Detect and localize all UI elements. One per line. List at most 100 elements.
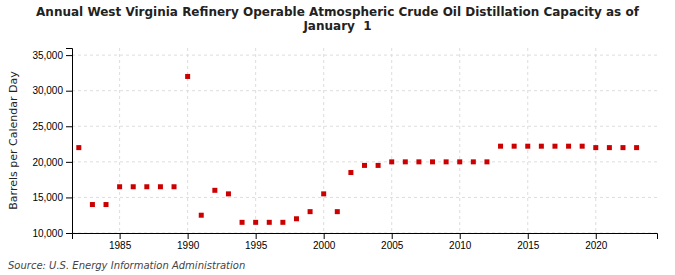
x-tick-mark — [256, 233, 257, 239]
plot-area: 1985 1990 1995 2000 2005 2010 2015 2020 10,000 15… — [32, 48, 657, 251]
y-tick-label: 20,000 — [32, 157, 63, 168]
point — [607, 145, 612, 150]
y-tick: 10,000 — [32, 228, 72, 239]
y-tick-mark — [66, 91, 72, 92]
x-tick-mark — [596, 233, 597, 239]
x-axis-line — [73, 234, 658, 240]
y-tick: 30,000 — [32, 85, 72, 96]
x-tick-mark — [188, 233, 189, 239]
point — [348, 170, 353, 175]
chart-container: Annual West Virginia Refinery Operable A… — [0, 0, 675, 275]
grid-line-x — [119, 48, 120, 233]
y-tick-label: 10,000 — [32, 228, 63, 239]
grid-line-x — [391, 48, 392, 233]
point — [321, 191, 326, 196]
point — [566, 144, 571, 149]
point — [362, 163, 367, 168]
point — [512, 144, 517, 149]
y-axis: 10,000 15,000 20,000 25,000 30,000 35,000 — [32, 49, 72, 239]
grid-line-x — [595, 48, 596, 233]
point — [158, 184, 163, 189]
point — [308, 209, 313, 214]
x-tick: 1990 — [177, 233, 200, 251]
point — [403, 159, 408, 164]
x-axis: 1985 1990 1995 2000 2005 2010 2015 2020 — [73, 233, 658, 251]
grid-line-y — [72, 197, 657, 198]
point — [185, 74, 190, 79]
point — [104, 202, 109, 207]
x-tick-mark — [528, 233, 529, 239]
point — [389, 159, 394, 164]
point — [593, 145, 598, 150]
y-tick-label: 25,000 — [32, 121, 63, 132]
y-tick-mark — [66, 55, 72, 56]
grid-line-x — [255, 48, 256, 233]
x-tick: 2020 — [585, 233, 608, 251]
x-tick-label: 2005 — [381, 240, 404, 251]
x-tick: 2005 — [381, 233, 404, 251]
point — [620, 145, 625, 150]
point — [580, 144, 585, 149]
x-tick: 2000 — [313, 233, 336, 251]
y-tick-mark — [66, 233, 72, 234]
x-tick-label: 2020 — [585, 240, 608, 251]
x-tick-mark — [460, 233, 461, 239]
y-tick-label: 30,000 — [32, 85, 63, 96]
point — [226, 191, 231, 196]
x-tick: 1985 — [109, 233, 132, 251]
point — [430, 159, 435, 164]
x-tick-mark — [120, 233, 121, 239]
y-tick: 15,000 — [32, 192, 72, 203]
point — [484, 159, 489, 164]
y-tick-label: 15,000 — [32, 192, 63, 203]
point — [634, 145, 639, 150]
point — [552, 144, 557, 149]
point — [144, 184, 149, 189]
y-tick: 35,000 — [32, 50, 72, 61]
point — [117, 184, 122, 189]
x-tick-mark — [392, 233, 393, 239]
title: Annual West Virginia Refinery Operable A… — [36, 5, 640, 33]
x-tick-label: 1995 — [245, 240, 268, 251]
grid-line-y — [72, 55, 657, 56]
point — [90, 202, 95, 207]
grid-line-x — [527, 48, 528, 233]
x-tick-label: 2015 — [517, 240, 540, 251]
point — [267, 220, 272, 225]
point — [199, 213, 204, 218]
point — [376, 163, 381, 168]
point — [416, 159, 421, 164]
point — [212, 188, 217, 193]
x-tick: 1995 — [245, 233, 268, 251]
x-tick: 2015 — [517, 233, 540, 251]
x-tick-label: 2000 — [313, 240, 336, 251]
point — [335, 209, 340, 214]
grid-line-y — [72, 161, 657, 162]
point — [471, 159, 476, 164]
points — [76, 74, 639, 225]
grid-line-x — [323, 48, 324, 233]
x-tick-label: 2010 — [449, 240, 472, 251]
x-tick-label: 1985 — [109, 240, 132, 251]
y-tick-mark — [66, 126, 72, 127]
y-tick-label: 35,000 — [32, 50, 63, 61]
grid-line-x — [459, 48, 460, 233]
grid-line-y — [72, 126, 657, 127]
y-axis-title: Barrels per Calendar Day — [7, 71, 20, 210]
point — [280, 220, 285, 225]
grid-line-y — [72, 90, 657, 91]
point — [444, 159, 449, 164]
y-axis-line — [66, 49, 73, 234]
y-tick-mark — [66, 197, 72, 198]
x-tick: 2010 — [449, 233, 472, 251]
point — [131, 184, 136, 189]
y-tick-mark — [66, 162, 72, 163]
point — [253, 220, 258, 225]
point — [539, 144, 544, 149]
point — [457, 159, 462, 164]
x-tick-label: 1990 — [177, 240, 200, 251]
grid — [72, 48, 657, 233]
y-tick: 25,000 — [32, 121, 72, 132]
chart-svg: Annual West Virginia Refinery Operable A… — [0, 0, 675, 275]
x-tick-mark — [324, 233, 325, 239]
